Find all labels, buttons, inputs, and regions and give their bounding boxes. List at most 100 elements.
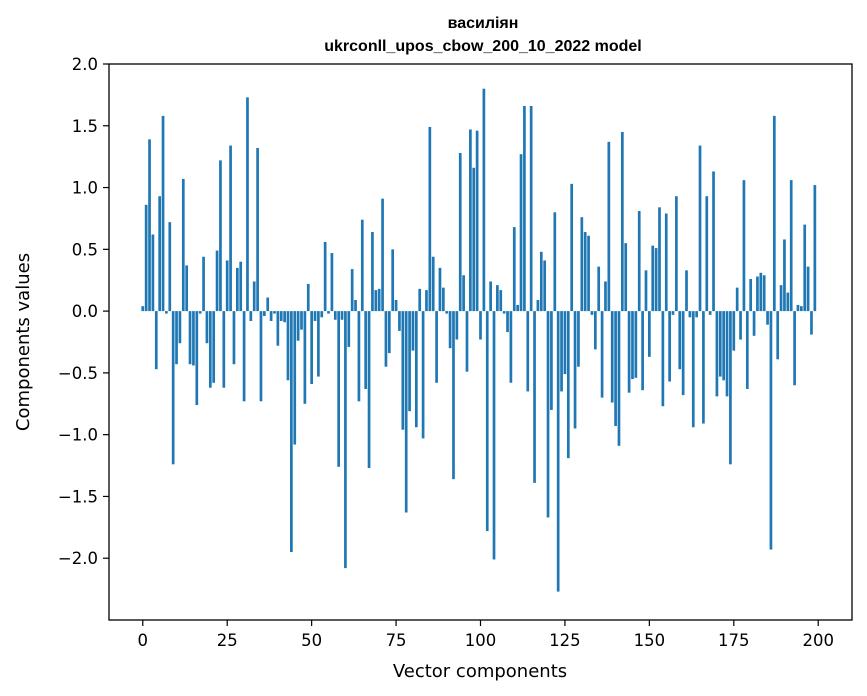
bar-component-93 <box>455 311 459 340</box>
bar-component-90 <box>445 311 449 314</box>
bar-component-173 <box>725 311 729 397</box>
bar-component-161 <box>685 270 688 312</box>
bar-component-83 <box>421 311 425 439</box>
bar-component-147 <box>637 211 641 312</box>
bar-component-151 <box>651 245 655 312</box>
bar-component-153 <box>658 207 661 312</box>
x-tick-label: 200 <box>802 631 834 650</box>
bar-component-62 <box>350 269 354 312</box>
y-tick-label: −2.0 <box>58 549 98 568</box>
bar-component-23 <box>219 160 222 312</box>
bar-component-78 <box>404 311 408 513</box>
bar-component-36 <box>263 311 266 317</box>
bar-component-177 <box>739 311 742 340</box>
bar-component-94 <box>458 152 462 312</box>
bar-component-51 <box>313 311 317 321</box>
bar-component-28 <box>235 267 239 312</box>
bar-component-75 <box>394 299 398 312</box>
bar-component-45 <box>293 311 297 445</box>
bar-component-20 <box>208 311 212 388</box>
bar-component-21 <box>212 311 216 383</box>
bar-component-13 <box>185 265 189 312</box>
bar-component-32 <box>249 311 253 321</box>
bar-component-167 <box>705 196 709 312</box>
bar-component-145 <box>631 311 634 380</box>
x-tick-label: 150 <box>634 631 666 650</box>
bar-component-191 <box>786 292 790 312</box>
bar-component-95 <box>462 275 465 312</box>
bar-component-174 <box>729 311 732 465</box>
bar-component-190 <box>783 239 786 312</box>
bar-component-53 <box>320 311 324 318</box>
bar-component-31 <box>246 97 249 312</box>
y-tick-label: −1.0 <box>58 426 98 445</box>
bar-component-80 <box>411 311 415 351</box>
chart-title-line-2: ukrconll_upos_cbow_200_10_2022 model <box>324 38 641 55</box>
bar-component-0 <box>141 306 145 312</box>
bar-component-114 <box>526 311 530 392</box>
bar-component-10 <box>175 311 178 365</box>
bar-component-11 <box>178 311 182 344</box>
bar-component-6 <box>161 115 165 312</box>
bar-component-30 <box>242 311 246 402</box>
bar-component-169 <box>712 171 715 312</box>
bar-component-105 <box>496 285 499 312</box>
bar-component-123 <box>556 311 560 592</box>
bar-component-43 <box>286 311 290 381</box>
bar-component-184 <box>762 275 766 312</box>
bar-component-27 <box>232 311 236 365</box>
bar-component-124 <box>560 311 563 392</box>
bar-component-14 <box>188 311 192 365</box>
bar-component-89 <box>442 287 445 312</box>
bar-component-46 <box>296 311 300 341</box>
bar-component-136 <box>600 311 604 398</box>
bar-component-142 <box>620 131 624 312</box>
bar-component-137 <box>604 281 607 312</box>
bar-series <box>141 88 817 592</box>
bar-component-73 <box>387 311 391 354</box>
bar-component-7 <box>165 311 168 314</box>
bar-component-121 <box>550 311 553 410</box>
bar-component-44 <box>290 311 293 553</box>
bar-component-140 <box>614 311 617 427</box>
bar-component-91 <box>448 311 452 349</box>
bar-component-152 <box>654 248 658 312</box>
bar-component-42 <box>283 311 286 323</box>
bar-component-104 <box>492 311 496 560</box>
bar-component-77 <box>401 311 405 430</box>
bar-component-19 <box>205 311 209 344</box>
bar-component-189 <box>779 285 783 312</box>
bar-component-132 <box>587 235 590 312</box>
bar-component-86 <box>431 256 435 312</box>
bar-component-48 <box>303 311 307 404</box>
bar-component-41 <box>279 311 283 321</box>
bar-component-101 <box>482 88 486 312</box>
bar-component-185 <box>766 311 769 325</box>
y-tick-label: −1.5 <box>58 487 98 506</box>
bar-component-160 <box>681 311 685 396</box>
bar-component-34 <box>256 148 259 312</box>
bar-component-192 <box>789 180 793 312</box>
bar-component-26 <box>229 145 232 312</box>
x-tick-label: 100 <box>465 631 497 650</box>
bar-component-116 <box>533 311 536 483</box>
bar-component-148 <box>641 311 644 391</box>
bar-component-29 <box>239 261 243 312</box>
bar-component-108 <box>506 311 509 333</box>
bar-component-159 <box>678 311 682 370</box>
bar-component-178 <box>742 180 746 312</box>
bar-component-76 <box>398 311 401 331</box>
x-tick-label: 75 <box>386 631 407 650</box>
bar-component-154 <box>661 311 665 407</box>
y-tick-label: 0.0 <box>72 302 98 321</box>
y-axis-label: Components values <box>13 253 34 431</box>
bar-component-110 <box>512 227 516 312</box>
bar-component-79 <box>408 311 411 412</box>
bar-component-175 <box>732 311 736 351</box>
bar-component-25 <box>225 260 229 312</box>
bar-component-72 <box>384 311 388 367</box>
bar-component-64 <box>357 311 361 402</box>
bar-component-74 <box>391 249 395 312</box>
bar-component-70 <box>377 288 381 312</box>
bar-component-193 <box>793 311 796 386</box>
